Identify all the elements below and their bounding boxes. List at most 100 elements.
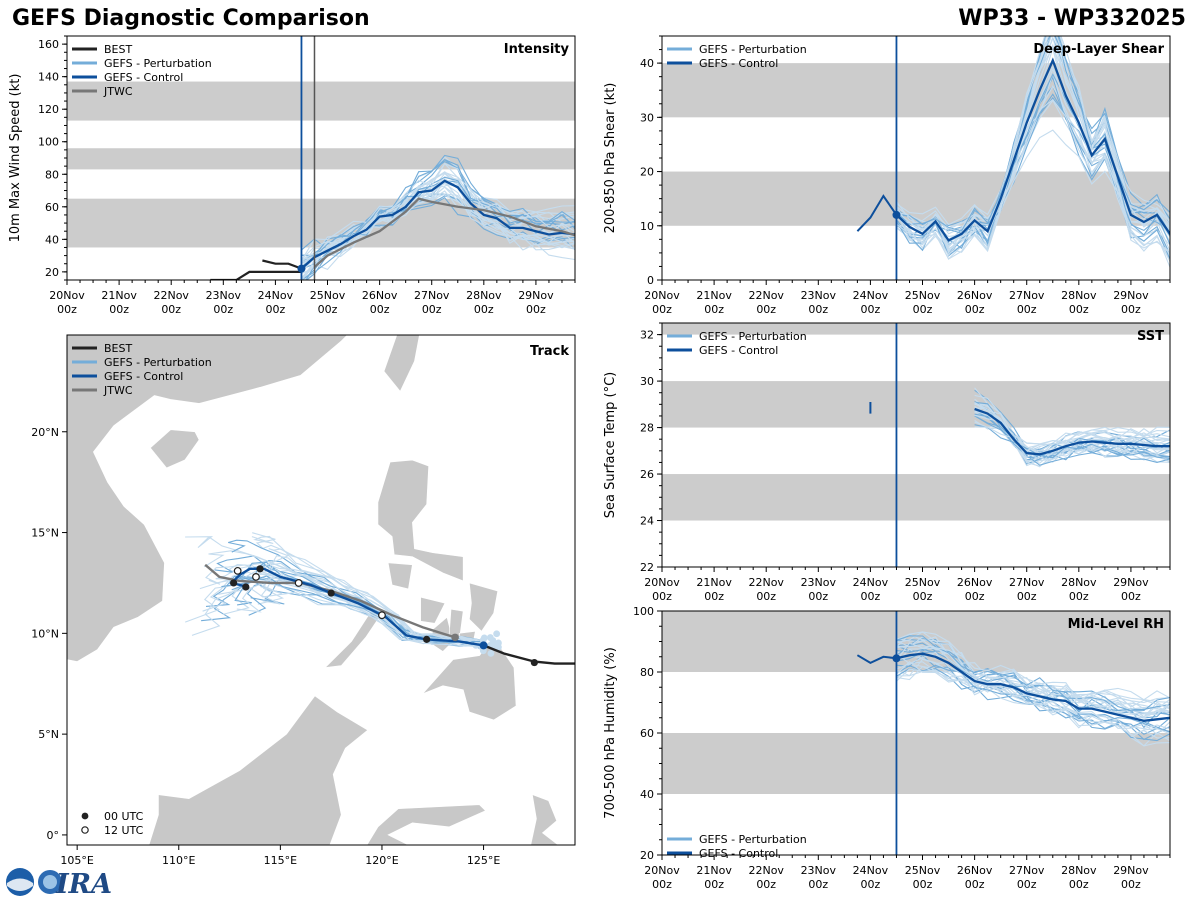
shear-xtick-label: 26Nov: [957, 289, 993, 302]
rh-perturbation-line: [896, 648, 1170, 711]
land-mass: [387, 562, 413, 590]
track-legend-label: JTWC: [103, 384, 133, 397]
shear-xtick-label: 29Nov: [1113, 289, 1149, 302]
legend-00utc-marker: [81, 812, 89, 820]
shear-perturbation-line: [896, 73, 1170, 232]
cira-noaa-logo: IRA: [6, 868, 112, 898]
shear-title: Deep-Layer Shear: [1033, 42, 1164, 57]
sst-ytick-label: 26: [640, 468, 654, 481]
storm-id-title: WP33 - WP332025: [958, 6, 1186, 31]
track-panel: 105°E 110°E 115°E 120°E 125°E 0° 5°N 10°N 15°N 20…: [31, 334, 576, 867]
track-12utc-marker: [233, 566, 242, 575]
track-legend-label: BEST: [104, 342, 132, 355]
intensity-perturbation-line: [301, 172, 575, 271]
intensity-perturbation-line: [301, 186, 575, 261]
rh-ylabel: 700-500 hPa Humidity (%): [603, 647, 618, 819]
track-perturbation-line: [191, 583, 484, 648]
sst-xtick-label: 00z: [965, 590, 985, 603]
rh-xtick-label: 28Nov: [1061, 864, 1097, 877]
rh-legend-label: GEFS - Control: [699, 847, 778, 860]
shear-xtick-label: 00z: [1017, 303, 1037, 316]
intensity-ylabel: 10m Max Wind Speed (kt): [8, 74, 23, 243]
track-ytick-label: 5°N: [38, 728, 59, 741]
track-start-point: [486, 634, 494, 641]
sst-xtick-label: 24Nov: [853, 576, 889, 589]
track-perturbation-line: [252, 555, 484, 649]
legend-12utc-label: 12 UTC: [104, 824, 144, 837]
rh-xtick-label: 00z: [1121, 878, 1141, 891]
track-12utc-marker: [378, 611, 386, 620]
land-mass: [530, 794, 559, 845]
track-start-point: [493, 630, 501, 638]
sst-xtick-label: 00z: [1121, 590, 1141, 603]
land-mass: [468, 582, 499, 632]
shear-xtick-label: 20Nov: [644, 289, 680, 302]
rh-xtick-label: 22Nov: [748, 864, 784, 877]
rh-perturbation-line: [896, 645, 1170, 709]
shear-series-gefs-control: [895, 57, 1170, 242]
intensity-ytick-label: 100: [38, 136, 59, 149]
track-xtick-label: 115°E: [264, 854, 297, 867]
rh-xtick-label: 00z: [1069, 878, 1089, 891]
intensity-xtick-label: 23Nov: [206, 289, 242, 302]
track-perturbation-line: [265, 548, 484, 647]
rh-xtick-label: 00z: [965, 878, 985, 891]
intensity-xtick-label: 00z: [422, 303, 442, 316]
sst-perturbation-line: [974, 411, 1170, 445]
rh-perturbation-line: [896, 647, 1170, 710]
sst-panel: 22242628303220Nov00z21Nov00z22Nov00z23No…: [603, 322, 1171, 603]
rh-xtick-label: 00z: [756, 878, 776, 891]
sst-ytick-label: 24: [640, 515, 654, 528]
shear-perturbation-line: [896, 129, 1170, 238]
intensity-perturbation-line: [301, 193, 575, 260]
sst-title: SST: [1137, 329, 1164, 344]
intensity-xtick-label: 00z: [266, 303, 286, 316]
sst-xtick-label: 29Nov: [1113, 576, 1149, 589]
intensity-xtick-label: 00z: [57, 303, 77, 316]
sst-xtick-label: 22Nov: [748, 576, 784, 589]
shear-series-analysis: [856, 194, 898, 232]
intensity-ytick-label: 80: [45, 168, 59, 181]
sst-series-gefs-control: [974, 407, 1170, 456]
page-title: GEFS Diagnostic Comparison: [12, 6, 370, 31]
track-00utc-marker: [327, 589, 335, 597]
shear-legend-label: GEFS - Perturbation: [699, 43, 807, 56]
track-ytick-label: 0°: [47, 829, 60, 842]
cira-logo-text: IRA: [55, 869, 112, 898]
sst-xtick-label: 00z: [1069, 590, 1089, 603]
sst-xtick-label: 27Nov: [1009, 576, 1045, 589]
sst-legend-label: GEFS - Perturbation: [699, 330, 807, 343]
track-xtick-label: 110°E: [162, 854, 195, 867]
intensity-perturbation-line: [305, 154, 575, 280]
intensity-perturbation-line: [301, 176, 575, 268]
intensity-xtick-label: 28Nov: [466, 289, 502, 302]
intensity-xtick-label: 22Nov: [153, 289, 189, 302]
sst-xtick-label: 25Nov: [905, 576, 941, 589]
shear-xtick-label: 21Nov: [696, 289, 732, 302]
rh-perturbation-line: [896, 642, 1170, 719]
intensity-series-jtwc: [313, 197, 575, 268]
rh-xtick-label: 23Nov: [801, 864, 837, 877]
intensity-legend-label: JTWC: [103, 85, 133, 98]
sst-ytick-label: 22: [640, 561, 654, 574]
sst-ylabel: Sea Surface Temp (°C): [603, 372, 618, 519]
shear-ytick-label: 40: [640, 57, 654, 70]
intensity-xtick-label: 25Nov: [310, 289, 346, 302]
shear-xtick-label: 00z: [652, 303, 672, 316]
rh-xtick-label: 00z: [1017, 878, 1037, 891]
land-mass: [422, 636, 517, 721]
intensity-legend-label: BEST: [104, 43, 132, 56]
intensity-legend-label: GEFS - Control: [104, 71, 183, 84]
rh-xtick-label: 00z: [704, 878, 724, 891]
track-xtick-label: 125°E: [467, 854, 500, 867]
intensity-xtick-label: 00z: [213, 303, 233, 316]
shear-xtick-label: 00z: [965, 303, 985, 316]
intensity-series-best-invest-: [262, 259, 302, 270]
land-mass: [67, 335, 348, 662]
track-12utc-marker: [252, 572, 260, 581]
rh-xtick-label: 00z: [808, 878, 828, 891]
legend-12utc-marker: [81, 826, 89, 834]
rh-ytick-label: 100: [633, 605, 654, 618]
intensity-xtick-label: 20Nov: [49, 289, 85, 302]
